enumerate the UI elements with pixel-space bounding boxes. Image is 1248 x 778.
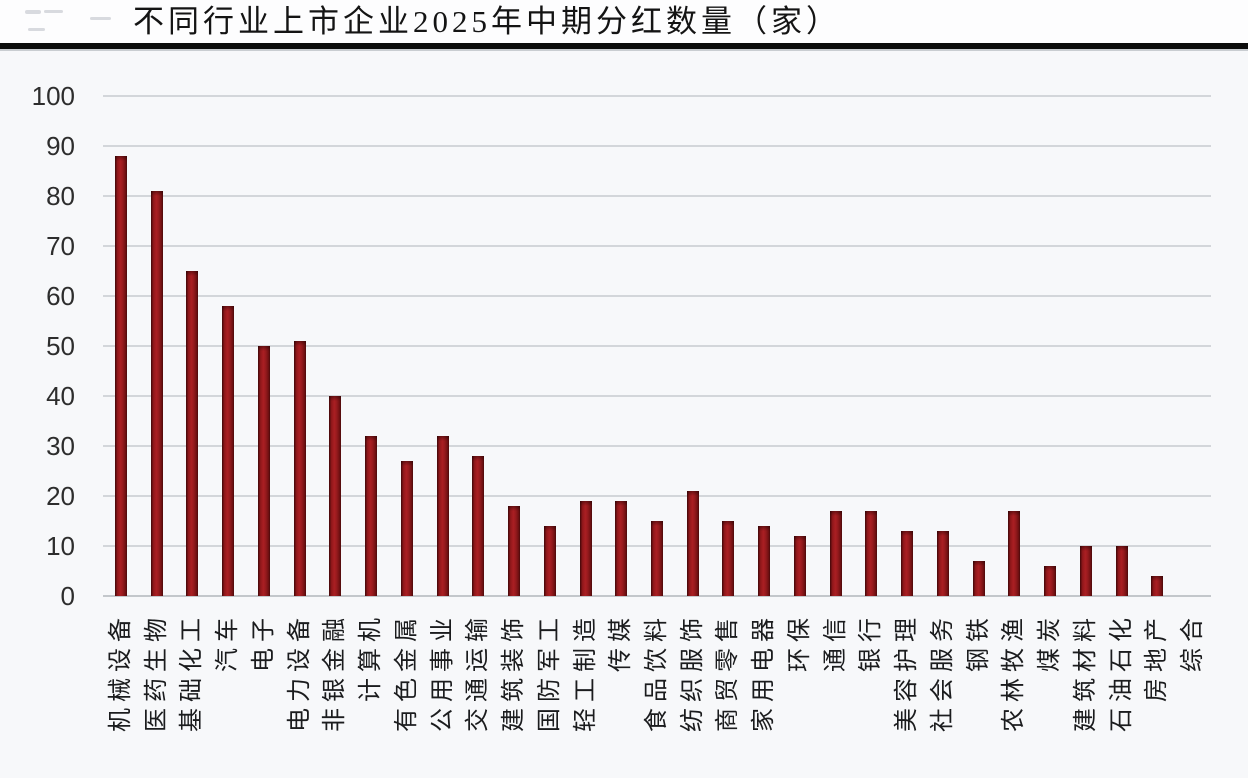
- x-axis-label-建筑装饰: 建筑装饰: [501, 612, 528, 732]
- smudge-mark: [28, 28, 45, 31]
- bar-家用电器: [758, 526, 771, 596]
- x-axis-label-交通运输: 交通运输: [465, 612, 492, 732]
- bar-钢铁: [972, 561, 985, 596]
- x-axis-label-国防军工: 国防军工: [536, 612, 563, 732]
- y-axis-tick-label: 90: [46, 131, 75, 161]
- gridline-30: [103, 445, 1211, 447]
- y-axis-tick-label: 50: [46, 331, 75, 361]
- bar-传媒: [615, 501, 628, 596]
- bar-石油石化: [1115, 546, 1128, 596]
- x-axis-label-传媒: 传媒: [608, 612, 635, 672]
- gridline-60: [103, 295, 1211, 297]
- x-axis-label-非银金融: 非银金融: [322, 612, 349, 732]
- x-axis-label-电力设备: 电力设备: [286, 612, 313, 732]
- gridline-0: [103, 595, 1211, 597]
- bar-环保: [793, 536, 806, 596]
- x-axis-label-汽车: 汽车: [215, 612, 242, 672]
- x-axis-label-农林牧渔: 农林牧渔: [1001, 612, 1028, 732]
- x-axis-label-轻工制造: 轻工制造: [572, 612, 599, 732]
- gridline-100: [103, 95, 1211, 97]
- x-axis-label-钢铁: 钢铁: [965, 612, 992, 672]
- bar-银行: [865, 511, 878, 596]
- smudge-mark: [90, 17, 111, 20]
- x-axis-label-计算机: 计算机: [358, 612, 385, 702]
- x-axis-label-基础化工: 基础化工: [179, 612, 206, 732]
- bar-建筑装饰: [508, 506, 521, 596]
- bar-农林牧渔: [1008, 511, 1021, 596]
- y-axis-tick-label: 100: [31, 81, 75, 111]
- y-axis-tick-label: 20: [46, 481, 75, 511]
- bar-国防军工: [543, 526, 556, 596]
- bar-交通运输: [472, 456, 485, 596]
- bar-电力设备: [293, 341, 306, 596]
- gridline-70: [103, 245, 1211, 247]
- x-axis-label-房地产: 房地产: [1144, 612, 1171, 702]
- bar-房地产: [1151, 576, 1164, 596]
- bar-轻工制造: [579, 501, 592, 596]
- y-axis-tick-label: 40: [46, 381, 75, 411]
- bar-基础化工: [186, 271, 199, 596]
- y-axis-tick-label: 30: [46, 431, 75, 461]
- gridline-20: [103, 495, 1211, 497]
- title-divider-rule: [0, 43, 1248, 49]
- bar-通信: [829, 511, 842, 596]
- gridline-40: [103, 395, 1211, 397]
- bar-商贸零售: [722, 521, 735, 596]
- bar-非银金融: [329, 396, 342, 596]
- x-axis-label-商贸零售: 商贸零售: [715, 612, 742, 732]
- gridline-50: [103, 345, 1211, 347]
- x-axis-label-有色金属: 有色金属: [393, 612, 420, 732]
- gridline-80: [103, 195, 1211, 197]
- y-axis-tick-label: 60: [46, 281, 75, 311]
- bar-有色金属: [400, 461, 413, 596]
- smudge-mark: [44, 10, 63, 13]
- x-axis-label-医药生物: 医药生物: [143, 612, 170, 732]
- x-axis-label-环保: 环保: [786, 612, 813, 672]
- bar-纺织服饰: [686, 491, 699, 596]
- title-bar: 不同行业上市企业2025年中期分红数量（家）: [0, 0, 1248, 43]
- y-axis-tick-label: 10: [46, 531, 75, 561]
- title-divider-shadow: [0, 49, 1248, 51]
- x-axis-label-通信: 通信: [822, 612, 849, 672]
- x-axis-label-煤炭: 煤炭: [1037, 612, 1064, 672]
- bar-煤炭: [1044, 566, 1057, 596]
- bar-建筑材料: [1079, 546, 1092, 596]
- x-axis-label-公用事业: 公用事业: [429, 612, 456, 732]
- x-axis-label-建筑材料: 建筑材料: [1072, 612, 1099, 732]
- x-axis-label-社会服务: 社会服务: [929, 612, 956, 732]
- y-axis-tick-label: 80: [46, 181, 75, 211]
- bar-美容护理: [901, 531, 914, 596]
- bar-计算机: [365, 436, 378, 596]
- gridline-90: [103, 145, 1211, 147]
- bar-食品饮料: [651, 521, 663, 596]
- bar-医药生物: [150, 191, 163, 596]
- x-axis-label-石油石化: 石油石化: [1108, 612, 1135, 732]
- smudge-mark: [25, 10, 41, 14]
- bar-汽车: [222, 306, 235, 596]
- x-axis-label-电子: 电子: [250, 612, 277, 672]
- x-axis-label-美容护理: 美容护理: [894, 612, 921, 732]
- x-axis-label-纺织服饰: 纺织服饰: [679, 612, 706, 732]
- bar-公用事业: [436, 436, 449, 596]
- bar-社会服务: [936, 531, 949, 596]
- x-axis-label-食品饮料: 食品饮料: [644, 612, 670, 732]
- x-axis-label-机械设备: 机械设备: [107, 612, 134, 732]
- y-axis-tick-label: 0: [60, 581, 75, 611]
- chart-title: 不同行业上市企业2025年中期分红数量（家）: [133, 4, 841, 39]
- bar-机械设备: [114, 156, 127, 596]
- x-axis-label-综合: 综合: [1180, 612, 1207, 672]
- y-axis-tick-label: 70: [46, 231, 75, 261]
- bar-电子: [257, 346, 270, 596]
- x-axis-label-银行: 银行: [858, 612, 885, 672]
- x-axis-label-家用电器: 家用电器: [751, 612, 778, 732]
